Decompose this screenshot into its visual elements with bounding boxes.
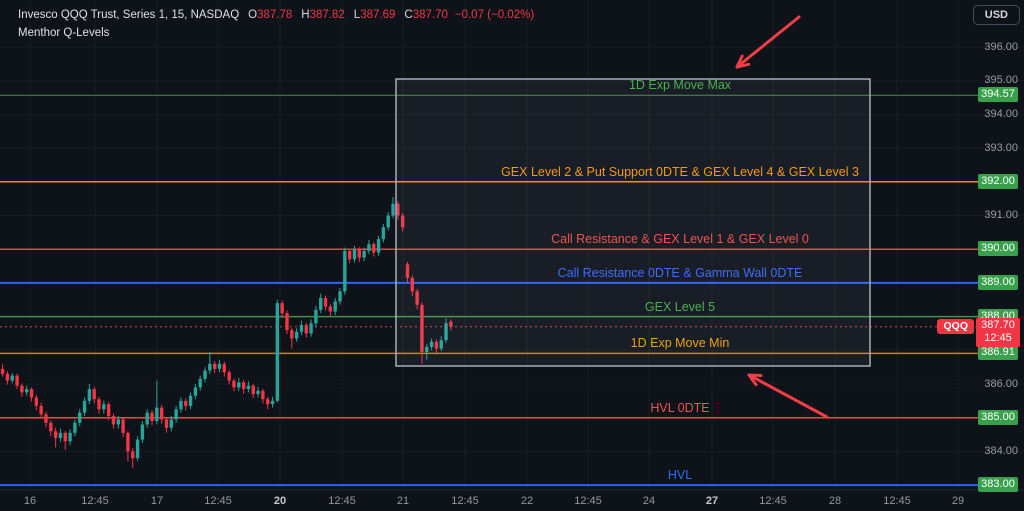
price-axis-tick: 395.00 (984, 74, 1018, 87)
price-axis-tick: 393.00 (984, 141, 1018, 154)
price-axis-tick: 391.00 (984, 209, 1018, 221)
time-axis-tick: 12:45 (574, 495, 602, 507)
price-axis-tick: 384.00 (984, 444, 1018, 457)
level-label: 1D Exp Move Max (628, 78, 732, 93)
level-label: Call Resistance & GEX Level 1 & GEX Leve… (551, 232, 809, 247)
time-axis-tick: 12:45 (451, 495, 479, 507)
level-label: GEX Level 2 & Put Support 0DTE & GEX Lev… (501, 164, 859, 179)
level-label: 1D Exp Move Min (630, 336, 730, 351)
ohlc-open: O387.78 (248, 9, 293, 21)
level-price-badge: 389.00 (978, 274, 1018, 290)
ohlc-close: C387.70 (404, 9, 448, 21)
time-axis-tick: 17 (150, 495, 164, 507)
price-axis-tick: 394.00 (984, 107, 1018, 120)
level-price-badge: 390.00 (978, 241, 1018, 257)
time-axis-tick: 22 (520, 495, 534, 507)
time-axis-tick: 20 (273, 495, 287, 507)
level-label: HVL 0DTE (650, 400, 710, 415)
level-label: HVL (667, 468, 693, 483)
candles (0, 196, 453, 469)
time-axis-tick: 12:45 (81, 495, 109, 507)
time-axis-tick: 29 (951, 495, 965, 507)
time-axis-tick: 24 (642, 495, 656, 507)
time-axis-tick: 27 (705, 495, 719, 507)
time-axis-tick: 12:45 (883, 495, 911, 507)
time-axis-tick: 28 (828, 495, 842, 507)
time-axis-tick: 12:45 (759, 495, 787, 507)
last-price-badge: 387.70 12:45 (976, 317, 1020, 347)
annotation-arrow-bottom[interactable] (747, 373, 829, 419)
level-price-badge: 392.00 (978, 173, 1018, 189)
price-change: −0.07 (−0.02%) (454, 9, 535, 21)
time-axis-tick: 12:45 (204, 495, 232, 507)
bar-countdown: 12:45 (984, 331, 1012, 344)
level-label: Call Resistance 0DTE & Gamma Wall 0DTE (557, 265, 803, 280)
measure-selection-box[interactable] (395, 78, 871, 367)
symbol-chip: QQQ (937, 318, 974, 334)
indicator-label[interactable]: Menthor Q-Levels (18, 27, 110, 39)
symbol-info-row[interactable]: Invesco QQQ Trust, Series 1, 15, NASDAQ O… (18, 8, 534, 23)
level-price-badge: 394.57 (978, 87, 1018, 103)
annotation-arrow-top[interactable] (735, 15, 801, 69)
ohlc-high: H387.82 (301, 9, 345, 21)
time-axis-tick: 16 (23, 495, 37, 507)
last-price-value: 387.70 (981, 318, 1015, 331)
level-label: GEX Level 5 (644, 299, 716, 314)
level-price-badge: 385.00 (978, 409, 1018, 425)
time-axis-tick: 12:45 (328, 495, 356, 507)
currency-usd-button[interactable]: USD (972, 5, 1020, 25)
time-axis-tick: 21 (396, 495, 410, 507)
price-axis-tick: 396.00 (984, 40, 1018, 53)
level-price-badge: 386.91 (978, 345, 1018, 361)
level-price-badge: 383.00 (978, 477, 1018, 493)
symbol-header: Invesco QQQ Trust, Series 1, 15, NASDAQ O… (18, 8, 534, 41)
price-axis-tick: 386.00 (984, 377, 1018, 390)
ohlc-low: L387.69 (353, 9, 396, 21)
symbol-title[interactable]: Invesco QQQ Trust, Series 1, 15, NASDAQ (18, 9, 240, 21)
